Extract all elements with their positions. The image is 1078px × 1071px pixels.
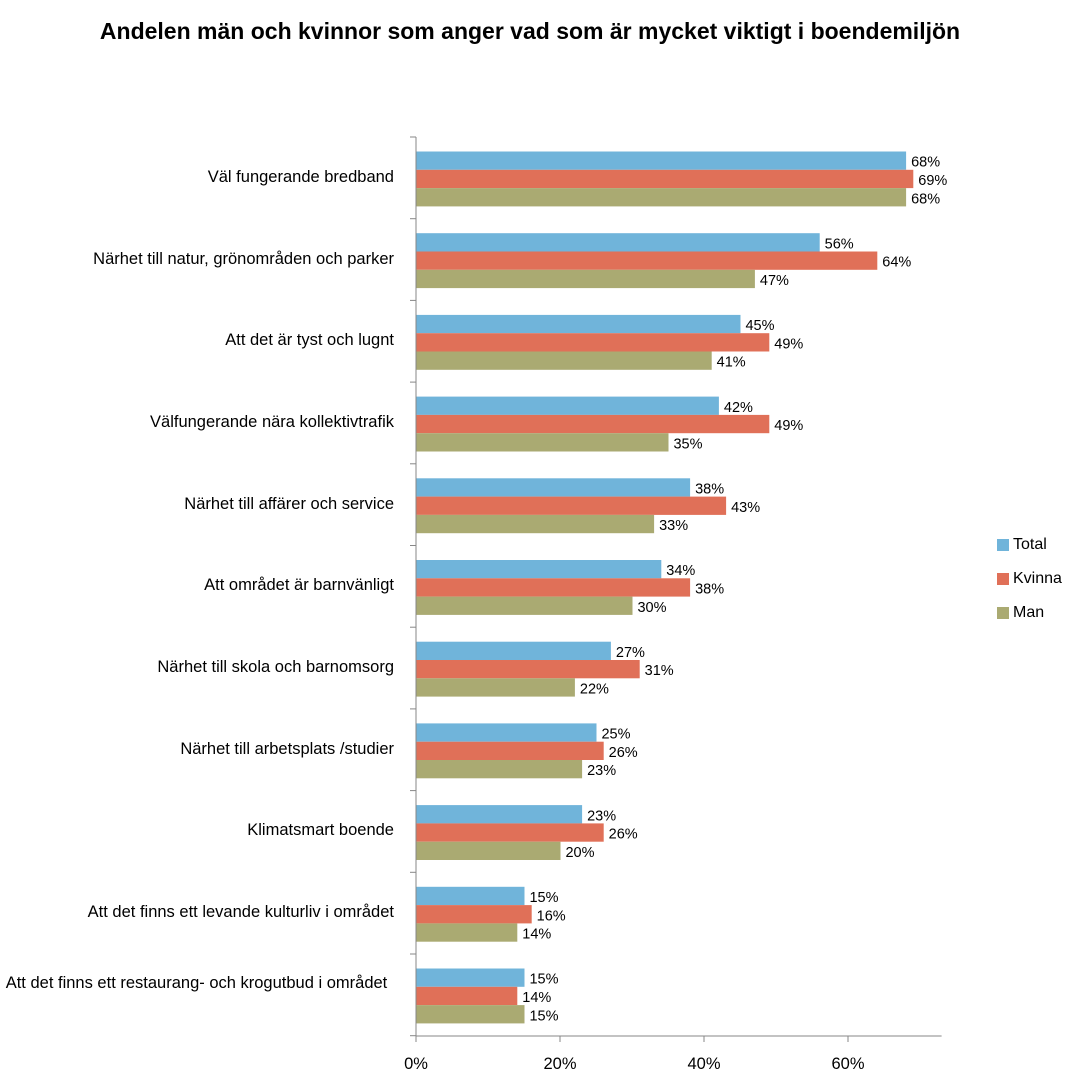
category-label: Att det finns ett restaurang- och krogut…: [5, 973, 388, 992]
data-label: 31%: [645, 663, 674, 679]
bar-man: [416, 841, 561, 860]
bar-total: [416, 886, 525, 906]
bar-kvinna: [416, 986, 518, 1006]
bar-kvinna: [416, 741, 604, 760]
data-label: 15%: [529, 890, 558, 906]
data-label: 38%: [695, 581, 724, 597]
bar-total: [416, 968, 525, 987]
bar-total: [416, 151, 907, 170]
legend-label: Kvinna: [1013, 570, 1062, 587]
data-label: 25%: [601, 727, 630, 743]
bar-kvinna: [416, 414, 770, 434]
bar-total: [416, 396, 719, 415]
bar-total: [416, 560, 662, 579]
chart-title: Andelen män och kvinnor som anger vad so…: [99, 18, 961, 44]
data-label: 14%: [522, 927, 551, 943]
bar-kvinna: [416, 578, 691, 597]
category-label: Att det är tyst och lugnt: [225, 331, 394, 350]
data-label: 43%: [731, 500, 760, 516]
data-label: 33%: [659, 518, 688, 534]
data-label: 23%: [587, 808, 616, 824]
category-label: Närhet till arbetsplats /studier: [180, 739, 394, 758]
data-label: 26%: [609, 827, 638, 843]
legend-item-total: Total: [997, 528, 1062, 562]
legend-swatch: [997, 573, 1009, 585]
data-label: 27%: [616, 645, 645, 661]
bar-kvinna: [416, 660, 640, 679]
x-tick-label: 40%: [687, 1055, 720, 1071]
bar-total: [416, 805, 583, 824]
bar-total: [416, 314, 741, 334]
data-label: 68%: [911, 155, 940, 171]
bar-kvinna: [416, 333, 770, 352]
category-label: Att området är barnvänligt: [204, 576, 394, 595]
legend-swatch: [997, 607, 1009, 619]
category-label: Närhet till skola och barnomsorg: [157, 658, 394, 677]
data-label: 47%: [760, 273, 789, 289]
category-label: Att det finns ett levande kulturliv i om…: [87, 903, 394, 922]
data-label: 64%: [882, 255, 911, 271]
data-label: 15%: [529, 972, 558, 988]
data-label: 49%: [774, 418, 803, 434]
x-tick-label: 60%: [831, 1055, 864, 1071]
bar-man: [416, 433, 669, 452]
legend-label: Man: [1013, 604, 1045, 621]
data-label: 15%: [529, 1008, 558, 1024]
category-label: Närhet till affärer och service: [184, 494, 394, 513]
legend-item-man: Man: [997, 596, 1062, 630]
bar-kvinna: [416, 169, 914, 189]
category-label: Klimatsmart boende: [247, 821, 394, 840]
data-label: 38%: [695, 481, 724, 497]
data-label: 45%: [745, 318, 774, 334]
data-label: 42%: [724, 400, 753, 416]
legend-label: Total: [1013, 536, 1047, 553]
bar-man: [416, 188, 907, 207]
data-label: 30%: [637, 600, 666, 616]
data-label: 69%: [918, 173, 947, 189]
bar-total: [416, 723, 597, 742]
data-label: 35%: [673, 436, 702, 452]
bar-man: [416, 269, 755, 289]
category-label: Väl fungerande bredband: [207, 167, 394, 186]
data-label: 20%: [565, 845, 594, 861]
data-label: 49%: [774, 336, 803, 352]
bar-man: [416, 351, 712, 370]
legend-item-kvinna: Kvinna: [997, 562, 1062, 596]
bar-kvinna: [416, 251, 878, 270]
data-label: 16%: [537, 908, 566, 924]
data-label: 23%: [587, 763, 616, 779]
data-label: 41%: [717, 355, 746, 371]
bar-man: [416, 678, 575, 697]
data-label: 56%: [825, 236, 854, 252]
data-label: 22%: [580, 681, 609, 697]
x-tick-label: 0%: [404, 1055, 428, 1071]
legend: Total Kvinna Man: [997, 528, 1062, 630]
data-label: 68%: [911, 191, 940, 207]
category-label: Välfungerande nära kollektivtrafik: [150, 412, 394, 431]
bar-kvinna: [416, 823, 604, 842]
x-tick-label: 20%: [543, 1055, 576, 1071]
bar-total: [416, 233, 820, 252]
data-label: 14%: [522, 990, 551, 1006]
bar-man: [416, 760, 583, 779]
bar-total: [416, 641, 611, 660]
bar-man: [416, 923, 518, 942]
bar-kvinna: [416, 905, 532, 924]
bar-man: [416, 1005, 525, 1024]
legend-swatch: [997, 539, 1009, 551]
bar-man: [416, 514, 655, 534]
bar-man: [416, 596, 633, 615]
bar-total: [416, 478, 691, 497]
data-label: 34%: [666, 563, 695, 579]
category-label: Närhet till natur, grönområden och parke…: [93, 249, 394, 268]
data-label: 26%: [609, 745, 638, 761]
bar-kvinna: [416, 496, 727, 515]
